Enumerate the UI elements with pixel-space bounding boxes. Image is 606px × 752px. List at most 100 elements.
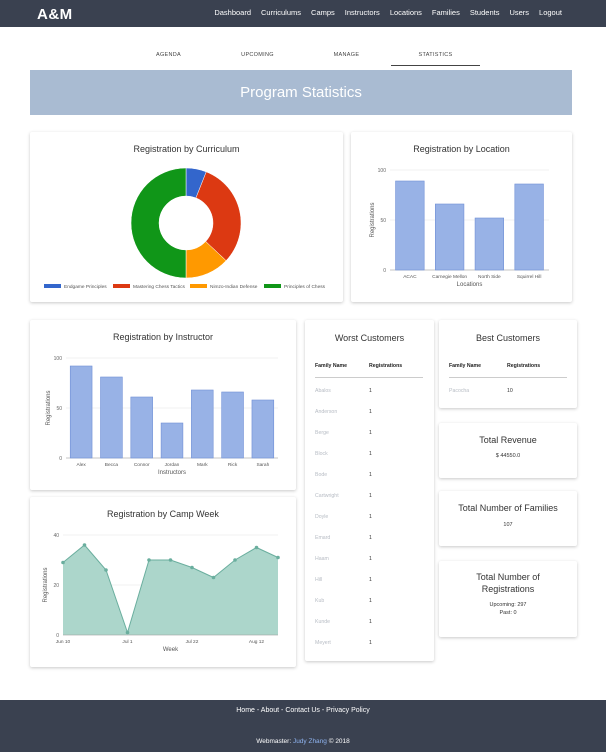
tab-agenda[interactable]: AGENDA — [155, 52, 182, 58]
total-registrations-card: Total Number of Registrations Upcoming: … — [439, 561, 577, 637]
total-families-value: 107 — [503, 522, 513, 528]
x-axis-title: Locations — [457, 282, 483, 288]
nav-link-students[interactable]: Students — [469, 8, 500, 17]
footer-link-about[interactable]: About — [260, 707, 280, 714]
bar[interactable] — [221, 391, 244, 459]
past-registrations: Past: 0 — [499, 610, 517, 616]
tab-statistics[interactable]: STATISTICS — [391, 46, 480, 66]
bar[interactable] — [251, 399, 275, 459]
registrations-cell: 1 — [369, 408, 372, 415]
family-name-cell: Doyle — [315, 513, 329, 520]
data-point[interactable] — [125, 630, 130, 635]
y-axis-title: Registrations — [46, 390, 52, 425]
y-tick-label: 0 — [383, 268, 386, 274]
data-point[interactable] — [104, 568, 108, 572]
dashboard-tabs: AGENDA UPCOMING MANAGE STATISTICS — [124, 46, 480, 66]
data-point[interactable] — [254, 545, 259, 550]
tab-manage[interactable]: MANAGE — [333, 52, 360, 58]
bar[interactable] — [191, 389, 214, 459]
registrations-cell: 1 — [369, 513, 372, 520]
nav-link-instructors[interactable]: Instructors — [344, 8, 380, 17]
bar[interactable] — [69, 365, 93, 459]
bar[interactable] — [100, 376, 123, 459]
best-customers-title: Best Customers — [475, 333, 541, 343]
x-tick-label: Alex — [76, 462, 86, 468]
table-row: Abalos 1 — [315, 380, 423, 401]
y-tick-label: 100 — [54, 356, 63, 362]
brand-logo[interactable]: A&M — [37, 6, 73, 23]
data-point[interactable] — [61, 560, 65, 565]
curriculum-chart-card: Registration by Curriculum Endgame Princ… — [30, 132, 343, 302]
bar[interactable] — [474, 217, 504, 271]
instructor-chart-card: Registration by Instructor 0 50 100 Alex Bec… — [30, 320, 296, 490]
footer-link-home[interactable]: Home — [236, 707, 255, 714]
table-header: Family Name Registrations — [315, 363, 423, 378]
nav-link-camps[interactable]: Camps — [311, 8, 335, 17]
nav-link-users[interactable]: Users — [509, 8, 530, 17]
page-title: Program Statistics — [240, 84, 362, 101]
x-tick-label: North Side — [478, 274, 501, 280]
nav-link-logout[interactable]: Logout — [539, 8, 562, 17]
pie-slice[interactable] — [195, 171, 242, 262]
y-axis-title: Registrations — [43, 567, 49, 602]
legend-swatch — [190, 284, 207, 288]
bar[interactable] — [130, 396, 153, 459]
footer-links: Home - About - Contact Us - Privacy Poli… — [236, 707, 370, 714]
table-row: Emard 1 — [315, 527, 423, 548]
family-name-cell: Bode — [315, 471, 328, 478]
nav-link-dashboard[interactable]: Dashboard — [214, 8, 252, 17]
bar[interactable] — [435, 203, 465, 271]
x-axis-title: Week — [163, 647, 179, 653]
x-tick-label: Jul 22 — [186, 639, 199, 645]
data-point[interactable] — [82, 543, 87, 547]
registrations-cell: 1 — [369, 597, 372, 604]
data-point[interactable] — [211, 575, 216, 580]
family-name-cell: Emard — [315, 534, 331, 541]
best-customers-table: Family Name Registrations Pacocha 10 — [449, 363, 567, 401]
webmaster-name[interactable]: Judy Zhang — [292, 738, 327, 745]
legend-label: Principles of Chess — [284, 284, 326, 290]
data-point[interactable] — [233, 558, 237, 562]
x-tick-label: Jul 1 — [122, 639, 132, 645]
campweek-chart-card: Registration by Camp Week 0 20 40 Jun 10 Jul… — [30, 497, 296, 667]
family-name-cell: Pacocha — [449, 387, 470, 394]
x-tick-label: Becca — [105, 462, 119, 468]
registrations-cell: 1 — [369, 639, 372, 646]
data-point[interactable] — [190, 565, 194, 570]
x-tick-label: Jun 10 — [56, 639, 71, 645]
pie-slice[interactable] — [130, 167, 187, 279]
copyright: © 2018 — [328, 738, 350, 745]
webmaster-line: Webmaster: Judy Zhang © 2018 — [0, 738, 606, 745]
location-chart-card: Registration by Location 0 50 100 ACAC Carne… — [351, 132, 572, 302]
footer-link-contact[interactable]: Contact Us — [285, 707, 320, 714]
table-row: Doyle 1 — [315, 506, 423, 527]
y-tick-label: 100 — [378, 168, 387, 174]
curriculum-chart-title: Registration by Curriculum — [133, 144, 240, 154]
family-name-cell: Meyert — [315, 639, 331, 646]
y-tick-label: 40 — [53, 533, 59, 539]
registrations-cell: 1 — [369, 492, 372, 499]
curriculum-donut-chart: Endgame Principles Mastering Chess Tactic… — [44, 167, 326, 290]
column-header-family-name: Family Name — [315, 363, 348, 369]
total-families-card: Total Number of Families 107 — [439, 491, 577, 546]
data-point[interactable] — [168, 558, 173, 562]
data-point[interactable] — [147, 558, 151, 562]
x-tick-label: Mark — [197, 462, 208, 468]
registrations-cell: 1 — [369, 618, 372, 625]
y-tick-label: 20 — [53, 583, 59, 589]
family-name-cell: Abalos — [315, 387, 331, 394]
y-axis-title: Registrations — [370, 202, 376, 237]
bar[interactable] — [160, 422, 184, 459]
total-families-title: Total Number of Families — [458, 503, 558, 513]
bar[interactable] — [395, 180, 425, 271]
bar[interactable] — [514, 183, 544, 271]
tab-upcoming[interactable]: UPCOMING — [241, 52, 274, 58]
total-revenue-value: $ 44550.0 — [495, 453, 521, 459]
nav-link-curriculums[interactable]: Curriculums — [261, 8, 302, 17]
nav-link-locations[interactable]: Locations — [389, 8, 422, 17]
x-tick-label: Aug 12 — [249, 639, 265, 645]
campweek-chart-title: Registration by Camp Week — [107, 509, 219, 519]
nav-link-families[interactable]: Families — [431, 8, 460, 17]
data-point[interactable] — [276, 555, 280, 560]
footer-link-privacy[interactable]: Privacy Policy — [326, 707, 370, 714]
